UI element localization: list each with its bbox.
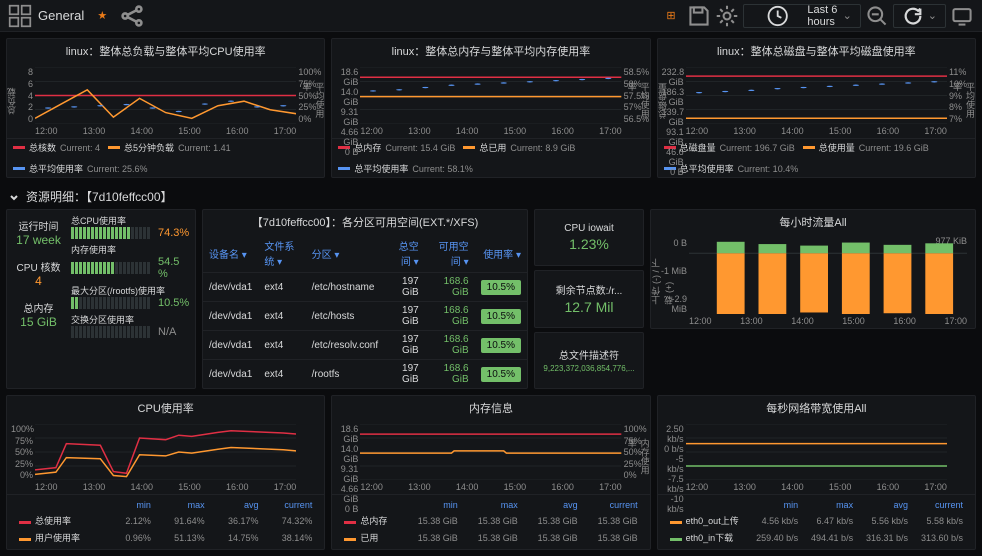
chart-legend: 总内存Current: 15.4 GiB总已用Current: 8.9 GiB总…: [332, 138, 649, 177]
chart-body: 86420100%75%50%25%0%总负载平均使用率12:0013:0014…: [7, 63, 324, 138]
chart-panel: linux：整体总磁盘与整体平均磁盘使用率232.8 GiB186.3 GiB1…: [657, 38, 976, 178]
chart-title: CPU使用率: [7, 396, 324, 420]
star-icon[interactable]: ★: [90, 4, 114, 28]
stat-card: 总文件描述符9,223,372,036,854,776,...: [534, 332, 644, 389]
chevron-down-icon: [8, 191, 20, 203]
gauge-row: 最大分区(/rootfs)使用率10.5%: [71, 284, 191, 309]
detail-row-header[interactable]: 资源明细：【7d10feffcc00】: [0, 184, 982, 209]
zoom-out-icon[interactable]: [865, 4, 889, 28]
chart-legend-table: minmaxavgcurrenteth0_out上传4.56 kb/s6.47 …: [658, 494, 975, 549]
tv-icon[interactable]: [950, 4, 974, 28]
save-icon[interactable]: [687, 4, 711, 28]
row1-charts: linux：整体总负载与整体平均CPU使用率86420100%75%50%25%…: [0, 32, 982, 184]
chart-panel: 内存信息18.6 GiB14.0 GiB9.31 GiB4.66 GiB0 B1…: [331, 395, 650, 550]
time-range-label: Last 6 hours: [807, 4, 838, 28]
stat-value: 4: [11, 274, 66, 288]
chart-legend: 总磁盘量Current: 196.7 GiB总使用量Current: 19.6 …: [658, 138, 975, 177]
chart-title: 内存信息: [332, 396, 649, 420]
chart-panel: 每秒网络带宽使用All2.50 kb/s0 b/s-5 kb/s-7.5 kb/…: [657, 395, 976, 550]
detail-grid: 运行时间17 week CPU 核数4 总内存15 GiB 总CPU使用率74.3% 内…: [0, 209, 982, 389]
disk-table-title: 【7d10feffcc00】：各分区可用空间(EXT.*/XFS): [203, 210, 527, 234]
chart-legend-table: minmaxavgcurrent总使用率2.12%91.64%36.17%74.…: [7, 494, 324, 549]
chart-panel: linux：整体总内存与整体平均内存使用率18.6 GiB14.0 GiB9.3…: [331, 38, 650, 178]
dashboard-title: General: [38, 8, 84, 23]
chart-title: linux：整体总磁盘与整体平均磁盘使用率: [658, 39, 975, 63]
chart-body: 18.6 GiB14.0 GiB9.31 GiB4.66 GiB0 B100%7…: [332, 420, 649, 494]
gauge-row: 总CPU使用率74.3%: [71, 214, 191, 239]
chart-body: 18.6 GiB14.0 GiB9.31 GiB4.66 GiB0 B58.5%…: [332, 63, 649, 138]
table-row: /dev/vda1ext4/rootfs197 GiB168.6 GiB10.5…: [203, 360, 527, 389]
stat-card: CPU iowait1.23%: [534, 209, 644, 266]
refresh-button[interactable]: ⌄: [893, 4, 946, 28]
hourly-traffic-panel: 每小时流量All 977 KiB0 B-1 MiB-2.9 MiB上传 (-) …: [650, 209, 976, 329]
share-icon[interactable]: [120, 4, 144, 28]
stat-label: 运行时间: [11, 218, 66, 233]
chart-panel: linux：整体总负载与整体平均CPU使用率86420100%75%50%25%…: [6, 38, 325, 178]
mid-stats-col: CPU iowait1.23%剩余节点数:/r...12.7 Mil总文件描述符…: [534, 209, 644, 389]
chart-legend: 总核数Current: 4总5分钟负载Current: 1.41总平均使用率Cu…: [7, 138, 324, 177]
stat-label: 总内存: [11, 300, 66, 315]
gauge-row: 交换分区使用率N/A: [71, 313, 191, 338]
table-row: /dev/vda1ext4/etc/hostname197 GiB168.6 G…: [203, 273, 527, 302]
settings-icon[interactable]: [715, 4, 739, 28]
chart-title: linux：整体总内存与整体平均内存使用率: [332, 39, 649, 63]
chart-title: 每秒网络带宽使用All: [658, 396, 975, 420]
table-row: /dev/vda1ext4/etc/hosts197 GiB168.6 GiB1…: [203, 302, 527, 331]
time-range-button[interactable]: Last 6 hours⌄: [743, 4, 861, 28]
detail-header-text: 资源明细：【7d10feffcc00】: [26, 188, 173, 205]
gauge-row: 内存使用率54.5 %: [71, 243, 191, 280]
table-row: /dev/vda1ext4/etc/resolv.conf197 GiB168.…: [203, 331, 527, 360]
stat-value: 17 week: [11, 233, 66, 247]
hourly-traffic-title: 每小时流量All: [651, 210, 975, 234]
topbar: General ★ ⊞ Last 6 hours⌄ ⌄: [0, 0, 982, 32]
dashboard-icon[interactable]: [8, 4, 32, 28]
stats-summary: 运行时间17 week CPU 核数4 总内存15 GiB 总CPU使用率74.3% 内…: [6, 209, 196, 389]
chart-body: 232.8 GiB186.3 GiB139.7 GiB93.1 GiB46.6 …: [658, 63, 975, 138]
row3-charts: CPU使用率100%75%50%25%0%12:0013:0014:0015:0…: [0, 389, 982, 556]
stat-label: CPU 核数: [11, 259, 66, 274]
chart-panel: CPU使用率100%75%50%25%0%12:0013:0014:0015:0…: [6, 395, 325, 550]
disk-table: 设备名 ▾文件系统 ▾分区 ▾总空间 ▾可用空间 ▾使用率 ▾/dev/vda1…: [203, 234, 527, 388]
chart-title: linux：整体总负载与整体平均CPU使用率: [7, 39, 324, 63]
chart-body: 100%75%50%25%0%12:0013:0014:0015:0016:00…: [7, 420, 324, 494]
chart-body: 2.50 kb/s0 b/s-5 kb/s-7.5 kb/s-10 kb/s12…: [658, 420, 975, 494]
stat-value: 15 GiB: [11, 315, 66, 329]
stat-card: 剩余节点数:/r...12.7 Mil: [534, 270, 644, 327]
add-panel-icon[interactable]: ⊞: [659, 4, 683, 28]
disk-table-panel: 【7d10feffcc00】：各分区可用空间(EXT.*/XFS) 设备名 ▾文…: [202, 209, 528, 389]
chart-legend-table: minmaxavgcurrent总内存15.38 GiB15.38 GiB15.…: [332, 494, 649, 549]
